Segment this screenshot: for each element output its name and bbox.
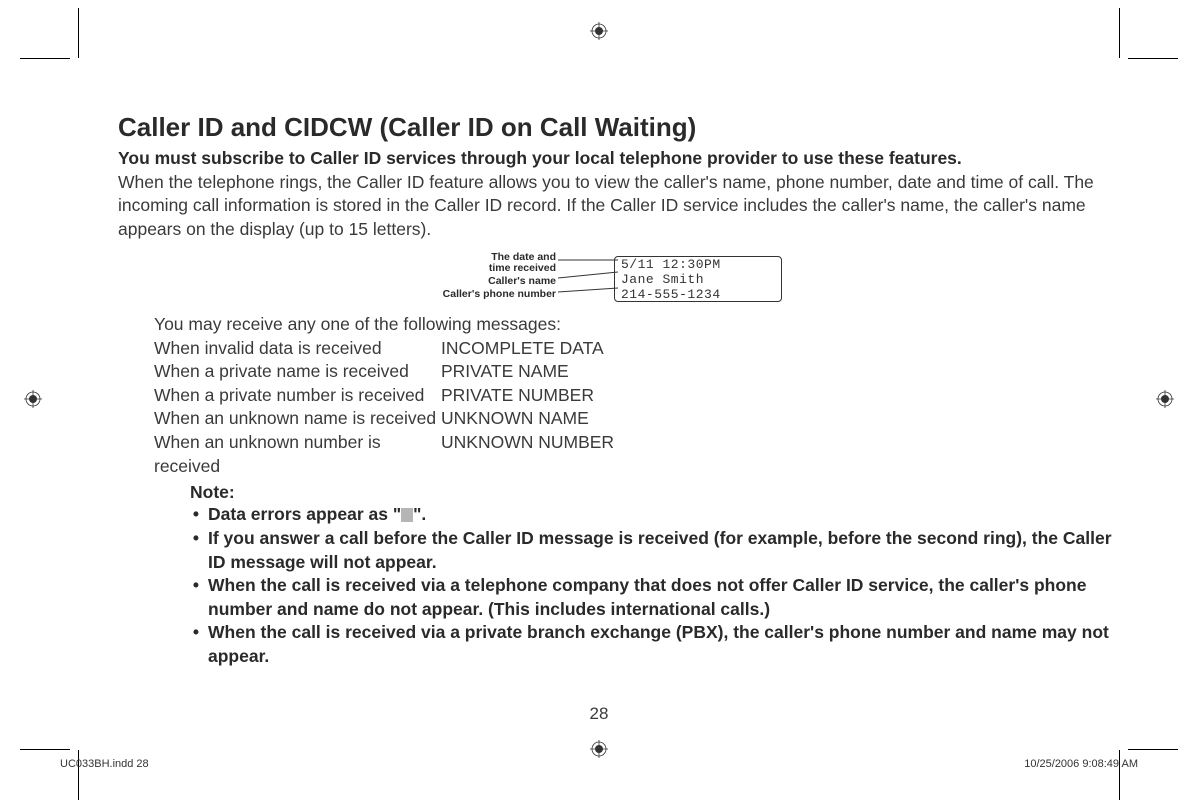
diagram-label-datetime: The date andtime received: [418, 252, 556, 274]
message-label: When a private name is received: [154, 360, 441, 384]
registration-mark-icon: [1156, 390, 1174, 408]
message-row: When an unknown number is receivedUNKNOW…: [154, 431, 1118, 478]
messages-section: You may receive any one of the following…: [154, 314, 1118, 479]
note-heading: Note:: [190, 482, 1118, 503]
note-text: If you answer a call before the Caller I…: [208, 527, 1118, 574]
message-value: UNKNOWN NUMBER: [441, 431, 614, 478]
message-row: When invalid data is receivedINCOMPLETE …: [154, 337, 1118, 361]
note-text: When the call is received via a private …: [208, 621, 1118, 668]
message-row: When an unknown name is receivedUNKNOWN …: [154, 407, 1118, 431]
note-item: • When the call is received via a teleph…: [184, 574, 1118, 621]
bullet-icon: •: [184, 621, 208, 668]
registration-mark-icon: [24, 390, 42, 408]
diagram-label-phone: Caller's phone number: [418, 289, 556, 300]
notes-section: Note: • Data errors appear as "". • If y…: [190, 482, 1118, 668]
display-line-1: 5/11 12:30PM: [621, 257, 775, 272]
message-label: When an unknown name is received: [154, 407, 441, 431]
display-screen: 5/11 12:30PM Jane Smith 214-555-1234: [614, 256, 782, 302]
note-text: Data errors appear as "".: [208, 503, 1118, 527]
page-number: 28: [0, 704, 1198, 724]
crop-mark: [1119, 8, 1120, 58]
document-content: Caller ID and CIDCW (Caller ID on Call W…: [118, 112, 1118, 669]
registration-mark-icon: [590, 22, 608, 40]
message-label: When a private number is received: [154, 384, 441, 408]
message-label: When an unknown number is received: [154, 431, 441, 478]
caller-id-display-diagram: The date andtime received Caller's name …: [418, 250, 818, 308]
message-row: When a private number is receivedPRIVATE…: [154, 384, 1118, 408]
bullet-icon: •: [184, 574, 208, 621]
message-row: When a private name is receivedPRIVATE N…: [154, 360, 1118, 384]
display-line-3: 214-555-1234: [621, 287, 775, 302]
footer-right: 10/25/2006 9:08:49 AM: [1024, 758, 1138, 770]
diagram-labels: The date andtime received Caller's name …: [418, 252, 556, 302]
crop-mark: [20, 749, 70, 750]
intro-body: When the telephone rings, the Caller ID …: [118, 171, 1118, 242]
message-value: PRIVATE NAME: [441, 360, 569, 384]
note-item: • Data errors appear as "".: [184, 503, 1118, 527]
crop-mark: [1128, 749, 1178, 750]
message-value: UNKNOWN NAME: [441, 407, 589, 431]
registration-mark-icon: [590, 740, 608, 758]
crop-mark: [20, 58, 70, 59]
note-item: • When the call is received via a privat…: [184, 621, 1118, 668]
footer: UC033BH.indd 28 10/25/2006 9:08:49 AM: [60, 758, 1138, 770]
display-line-2: Jane Smith: [621, 272, 775, 287]
diagram-connector-lines: [558, 250, 618, 306]
diagram-label-name: Caller's name: [418, 276, 556, 287]
message-label: When invalid data is received: [154, 337, 441, 361]
error-block-icon: [401, 508, 413, 522]
messages-intro: You may receive any one of the following…: [154, 314, 1118, 335]
message-value: INCOMPLETE DATA: [441, 337, 604, 361]
note-text: When the call is received via a telephon…: [208, 574, 1118, 621]
intro-bold: You must subscribe to Caller ID services…: [118, 147, 1118, 171]
crop-mark: [1128, 58, 1178, 59]
bullet-icon: •: [184, 503, 208, 527]
message-value: PRIVATE NUMBER: [441, 384, 594, 408]
footer-left: UC033BH.indd 28: [60, 758, 149, 770]
page-title: Caller ID and CIDCW (Caller ID on Call W…: [118, 112, 1118, 143]
note-item: • If you answer a call before the Caller…: [184, 527, 1118, 574]
bullet-icon: •: [184, 527, 208, 574]
crop-mark: [78, 8, 79, 58]
